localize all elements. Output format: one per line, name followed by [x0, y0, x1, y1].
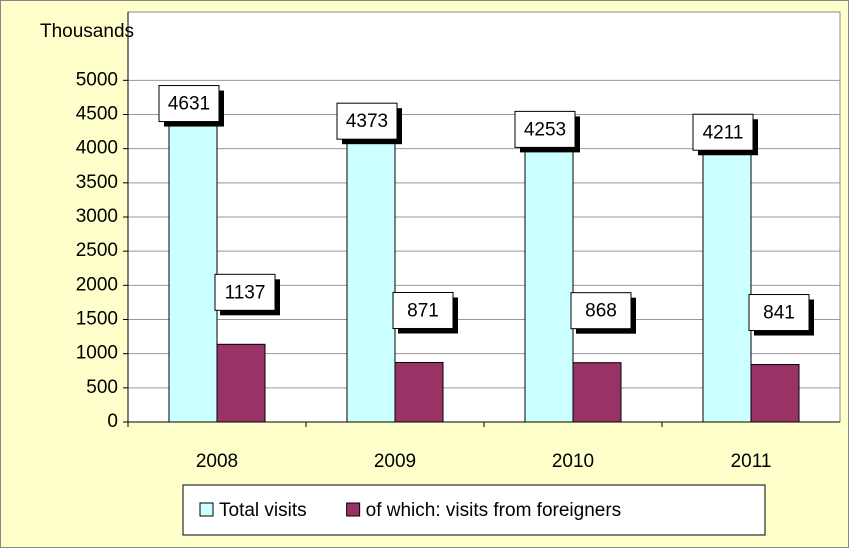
bar: [346, 122, 396, 423]
legend-label: of which: visits from foreigners: [366, 500, 622, 521]
value-label-box: [392, 291, 454, 329]
y-tick-label: 3500: [76, 172, 118, 193]
y-axis-label: Thousands: [40, 21, 134, 42]
x-tick-label: 2008: [196, 451, 238, 472]
x-tick-label: 2010: [552, 451, 594, 472]
x-tick-label: 2011: [731, 451, 772, 472]
value-label: 4211: [703, 122, 744, 143]
bar: [394, 361, 444, 423]
bar: [572, 362, 622, 423]
y-tick-label: 2000: [76, 274, 118, 295]
value-label-box: [214, 273, 276, 311]
y-tick-label: 1500: [76, 309, 118, 330]
value-label: 4373: [346, 111, 388, 132]
bar: [702, 133, 752, 423]
y-tick-label: 1000: [76, 343, 118, 364]
y-tick-label: 3000: [76, 206, 118, 227]
y-tick-label: 2500: [76, 240, 118, 261]
x-tick-label: 2009: [374, 451, 416, 472]
bar: [750, 364, 800, 423]
bar: [168, 105, 218, 423]
bar: [216, 343, 266, 423]
value-label-box: [692, 113, 754, 151]
legend-swatch: [199, 502, 214, 517]
value-label: 868: [585, 301, 617, 322]
legend-label: Total visits: [219, 500, 307, 521]
legend-swatch: [346, 502, 361, 517]
y-tick-label: 4500: [76, 104, 118, 125]
value-label-box: [514, 110, 576, 148]
y-tick-label: 0: [107, 411, 118, 432]
value-label-box: [748, 294, 810, 332]
legend-box: [182, 484, 766, 536]
value-label: 871: [407, 300, 439, 321]
bar: [524, 130, 574, 423]
value-label-box: [570, 292, 632, 330]
y-tick-label: 4000: [76, 138, 118, 159]
y-tick-label: 500: [86, 377, 118, 398]
value-label-box: [158, 85, 220, 123]
y-tick-label: 5000: [76, 69, 118, 90]
value-label: 4253: [524, 119, 566, 140]
value-label: 4631: [168, 94, 210, 115]
value-label-box: [336, 102, 398, 140]
value-label: 1137: [225, 282, 266, 303]
value-label: 841: [763, 303, 795, 324]
